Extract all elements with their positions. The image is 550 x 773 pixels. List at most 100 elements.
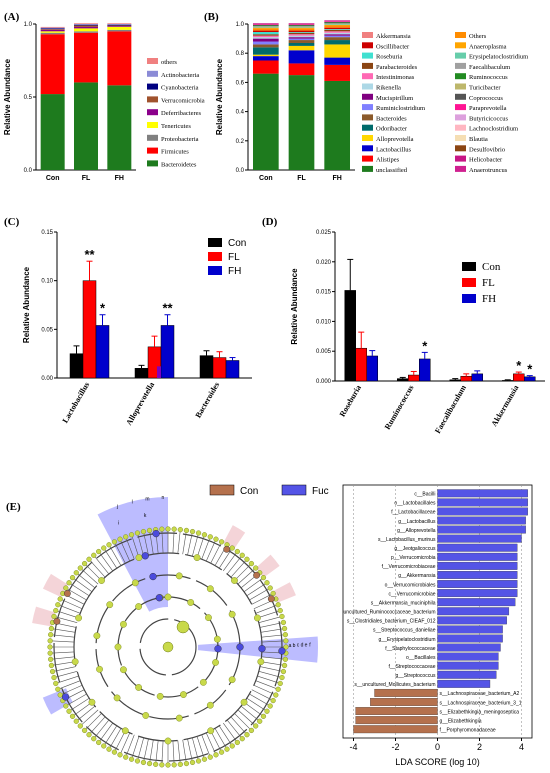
bar [513, 373, 525, 382]
legend-label: Bacteroidetes [161, 161, 197, 168]
clado-branch [240, 705, 260, 722]
bar-segment [288, 38, 315, 41]
bar-segment [288, 34, 315, 36]
clado-branch [187, 531, 193, 556]
legend-label: Mucispirillum [376, 95, 413, 102]
clado-leaf [81, 727, 88, 734]
lda-bar [437, 561, 518, 570]
lda-label: p__Verrucomicrobia [391, 555, 436, 561]
bar [199, 355, 214, 379]
y-tick-label: 1.0 [236, 22, 245, 28]
clado-node [176, 620, 190, 634]
bar-segment [324, 44, 351, 58]
legend-swatch [462, 294, 476, 303]
clado-leaf [53, 680, 59, 687]
clado-leaf [47, 638, 53, 644]
legend-swatch [455, 114, 466, 121]
bar [69, 353, 84, 379]
bar-segment [252, 37, 279, 39]
legend-swatch [362, 124, 373, 131]
lda-bar [437, 571, 518, 579]
lda-bar [437, 616, 507, 625]
legend-swatch [455, 73, 466, 80]
bar-segment [40, 32, 65, 35]
x-tick-label: FL [297, 175, 306, 182]
clado-branch [243, 702, 264, 717]
extra-bar [157, 366, 161, 378]
legend-swatch [455, 62, 466, 69]
legend-label: Lactobacillus [376, 146, 411, 153]
legend-swatch [147, 70, 158, 77]
clade-label: b [293, 643, 296, 649]
legend-label: Intestinimonas [376, 74, 415, 81]
clado-leaf [91, 552, 97, 558]
clado-branch [261, 640, 286, 643]
clado-leaf [171, 526, 177, 532]
clado-branch [234, 563, 252, 581]
clado-node [88, 698, 96, 706]
clado-leaf [279, 613, 285, 620]
clado-node [135, 684, 143, 691]
clado-branch [192, 532, 199, 557]
clado-leaf [123, 534, 129, 540]
clado-node [206, 701, 214, 709]
y-tick-label: 0.10 [41, 279, 53, 285]
legend-swatch [147, 83, 158, 90]
clado-leaf [267, 585, 273, 591]
clado-node [96, 665, 103, 673]
clado-branch [214, 728, 228, 750]
clado-node [213, 635, 221, 643]
clado-branch [80, 709, 99, 727]
clado-leaf [146, 760, 153, 767]
bar-segment [324, 57, 351, 65]
clado-branch [50, 640, 75, 643]
bar-segment [324, 35, 351, 38]
clado-leaf [283, 638, 289, 644]
clado-node [175, 572, 183, 580]
clado-node-fuc [155, 594, 163, 602]
clado-branch [234, 713, 252, 731]
lda-bar [437, 643, 501, 652]
bar-segment [252, 35, 279, 38]
bar-segment [252, 34, 279, 36]
lda-label: s__Lachnospiraceae_bacterium_3_1 [440, 700, 522, 706]
x-tick-label: 0 [435, 742, 440, 752]
bar-segment [107, 26, 132, 27]
clado-leaf [257, 718, 263, 724]
clado-leaf [218, 539, 225, 545]
clado-node [113, 694, 121, 702]
clado-leaf [165, 762, 171, 768]
clado-leaf [101, 545, 107, 551]
lda-label: s__Elizabethkingia_meningoseptica [440, 709, 520, 715]
x-tick-label: Con [46, 175, 60, 182]
legend-swatch [362, 145, 373, 152]
clado-leaf [146, 527, 153, 534]
clado-node-fuc [236, 643, 244, 651]
bar [134, 368, 149, 379]
clado-branch [149, 530, 154, 555]
y-tick-label: 0.0 [24, 168, 33, 174]
clado-branch [53, 616, 78, 623]
clado-branch [261, 656, 286, 660]
clado-leaf [234, 548, 240, 555]
clado-branch [205, 539, 217, 562]
legend-swatch [455, 93, 466, 100]
clado-branch [223, 551, 238, 572]
lda-label: g__Akkermansia [398, 573, 435, 579]
legend-label: Alloprevotella [376, 136, 414, 143]
bar-segment [288, 30, 315, 33]
clado-branch [88, 716, 106, 735]
clado-branch [210, 541, 222, 564]
lda-label: g__Lactobacillus [398, 519, 436, 525]
clado-node [131, 579, 139, 587]
clado-branch [149, 739, 154, 764]
bar [408, 374, 420, 382]
lda-bar [437, 634, 503, 643]
legend-swatch [362, 42, 373, 49]
legend-label-fuc: Fuc [312, 486, 329, 497]
clade-label: n [161, 495, 164, 501]
legend-label: Proteobacteria [161, 136, 199, 143]
bar-segment [288, 26, 315, 27]
lda-label: s__uncultured_Mollicutes_bacterium [354, 682, 435, 688]
clade-label: j [116, 504, 118, 510]
